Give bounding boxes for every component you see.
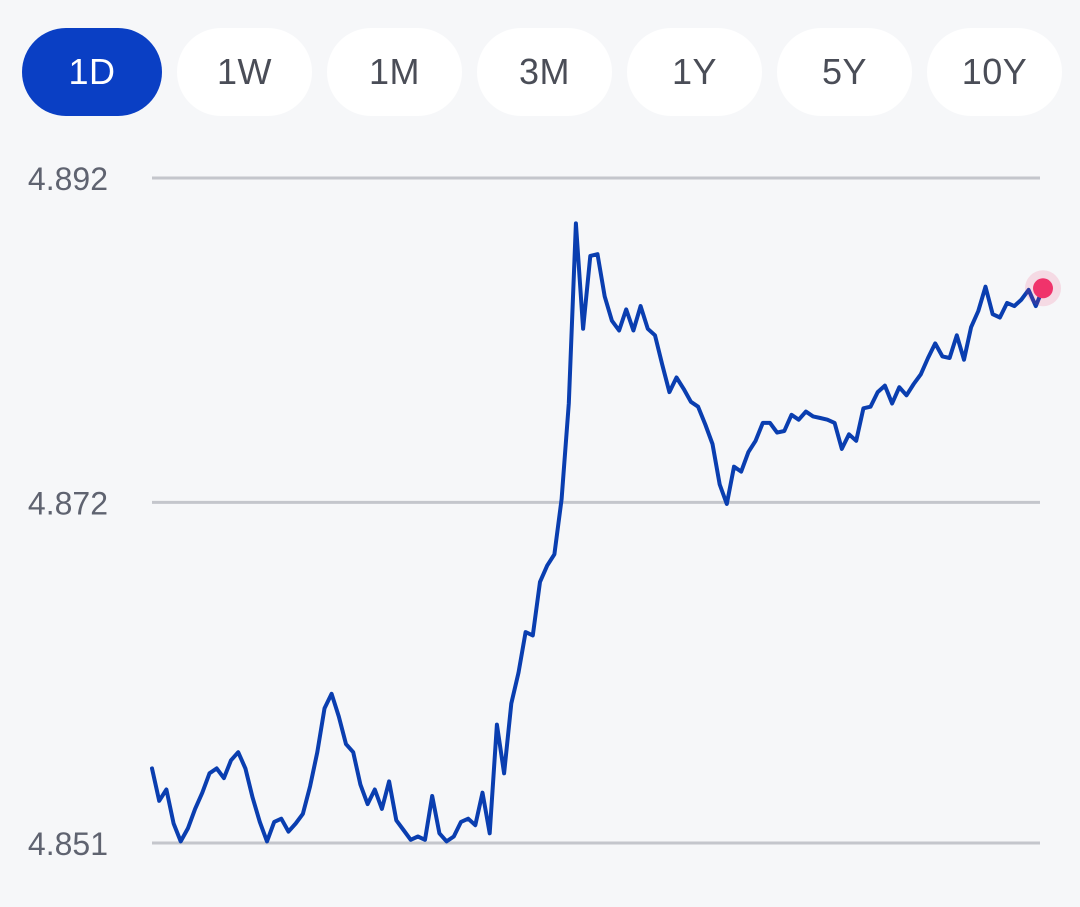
y-tick-label: 4.872 [28,485,108,521]
tab-1d[interactable]: 1D [22,28,162,116]
last-point-marker [1033,278,1053,299]
tab-1m[interactable]: 1M [327,28,462,116]
tab-10y[interactable]: 10Y [927,28,1062,116]
tab-1y[interactable]: 1Y [627,28,762,116]
tab-3m[interactable]: 3M [477,28,612,116]
tab-1w[interactable]: 1W [177,28,312,116]
tab-5y[interactable]: 5Y [777,28,912,116]
y-tick-label: 4.892 [28,161,108,197]
timeframe-tabs: 1D 1W 1M 3M 1Y 5Y 10Y [22,28,1062,116]
series-line [150,221,1045,844]
y-tick-label: 4.851 [28,826,108,862]
